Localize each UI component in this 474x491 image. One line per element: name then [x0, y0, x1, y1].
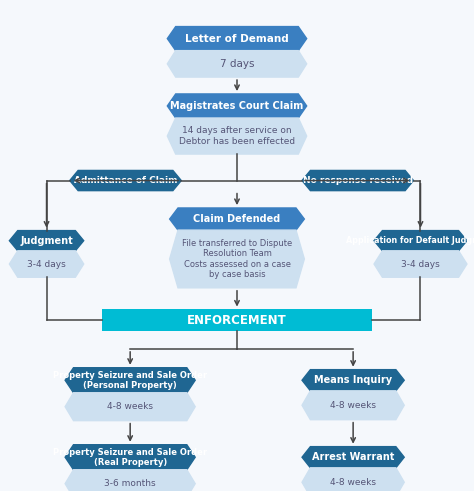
FancyBboxPatch shape [102, 309, 372, 330]
Text: Arrest Warrant: Arrest Warrant [312, 452, 394, 462]
Text: 4-8 weeks: 4-8 weeks [330, 401, 376, 410]
Polygon shape [302, 370, 404, 391]
Polygon shape [70, 170, 181, 191]
Polygon shape [374, 231, 467, 251]
Polygon shape [170, 230, 304, 288]
Text: Property Seizure and Sale Order
(Personal Property): Property Seizure and Sale Order (Persona… [53, 371, 207, 390]
Polygon shape [302, 468, 404, 491]
Text: 3-6 months: 3-6 months [104, 479, 156, 488]
Text: File transferred to Dispute
Resolution Team
Costs assessed on a case
by case bas: File transferred to Dispute Resolution T… [182, 239, 292, 279]
Text: Application for Default Judgment: Application for Default Judgment [346, 236, 474, 245]
Polygon shape [9, 231, 84, 251]
Polygon shape [302, 170, 413, 191]
Text: 7 days: 7 days [220, 59, 254, 69]
Text: 4-8 weeks: 4-8 weeks [107, 402, 153, 411]
Text: No response received: No response received [303, 176, 413, 185]
Text: Admittance of Claim: Admittance of Claim [74, 176, 177, 185]
Polygon shape [170, 208, 304, 230]
Polygon shape [167, 51, 307, 77]
Polygon shape [167, 27, 307, 51]
Polygon shape [167, 94, 307, 118]
Text: 14 days after service on
Debtor has been effected: 14 days after service on Debtor has been… [179, 126, 295, 146]
Polygon shape [302, 447, 404, 468]
Text: 3-4 days: 3-4 days [27, 260, 66, 269]
Text: 3-4 days: 3-4 days [401, 260, 440, 269]
Polygon shape [167, 118, 307, 154]
Polygon shape [65, 445, 195, 470]
Polygon shape [65, 368, 195, 393]
Polygon shape [65, 470, 195, 491]
Text: Magistrates Court Claim: Magistrates Court Claim [170, 101, 304, 111]
Polygon shape [65, 393, 195, 421]
Text: Claim Defended: Claim Defended [193, 214, 281, 224]
Text: Means Inquiry: Means Inquiry [314, 375, 392, 385]
Polygon shape [302, 391, 404, 420]
Text: Property Seizure and Sale Order
(Real Property): Property Seizure and Sale Order (Real Pr… [53, 447, 207, 467]
Polygon shape [9, 251, 84, 277]
Text: ENFORCEMENT: ENFORCEMENT [187, 314, 287, 327]
Text: Letter of Demand: Letter of Demand [185, 33, 289, 44]
Text: 4-8 weeks: 4-8 weeks [330, 478, 376, 487]
Polygon shape [374, 251, 467, 277]
Text: Judgment: Judgment [20, 236, 73, 246]
